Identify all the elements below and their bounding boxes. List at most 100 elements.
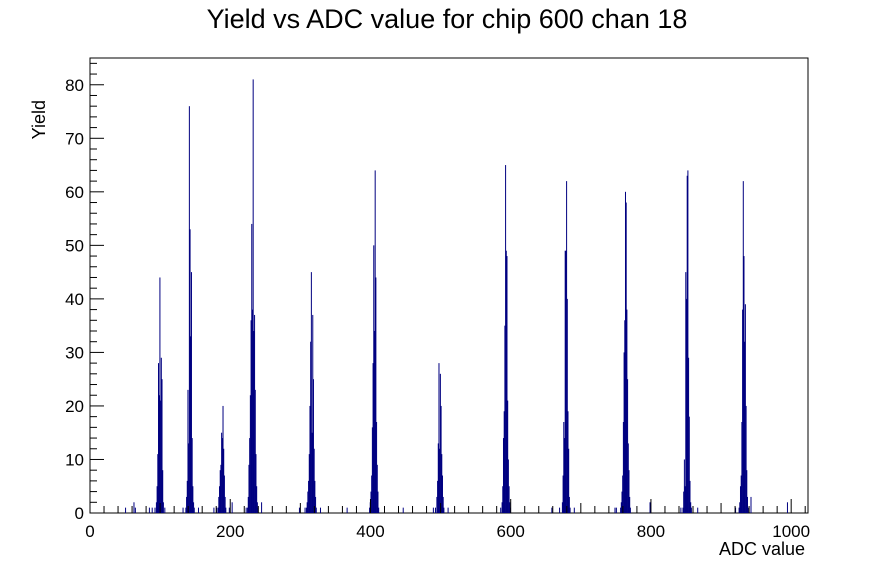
histogram-bin [441,475,443,513]
x-tick-label: 0 [85,522,94,541]
y-tick-label: 50 [65,236,84,255]
histogram-bin [501,502,503,513]
histogram-bin [245,507,247,513]
histogram-bin [745,405,747,513]
histogram-bin [249,438,251,513]
histogram-bin [686,175,688,513]
histogram-bin [370,491,372,513]
histogram-bin [156,486,158,513]
histogram-bin [565,250,567,513]
histogram-bin [315,507,317,513]
histogram-bin [375,277,377,513]
histogram-bin [218,496,220,513]
histogram-bin [690,502,692,513]
histogram-bin [159,277,161,513]
histogram-bin [305,507,307,513]
histogram-bin [247,496,249,513]
histogram-bin [186,496,188,513]
histogram-bin [437,480,439,513]
histogram-bin [615,507,617,513]
histogram-bin [374,170,376,513]
y-tick-label: 0 [75,504,84,523]
y-tick-label: 60 [65,183,84,202]
histogram-bin [185,507,187,513]
histogram-bin [440,405,442,513]
histogram-bin [502,438,504,513]
histogram-bars [125,79,788,514]
histogram-bin [561,502,563,513]
histogram-bin [741,422,743,513]
histogram-bin [319,507,321,513]
histogram-bin [434,507,436,513]
histogram-bin [697,507,699,513]
histogram-bin [157,454,159,513]
histogram-bin [225,507,227,513]
histogram-bin [346,507,348,513]
histogram-bin [309,405,311,513]
histogram-bin [620,507,622,513]
histogram-bin [231,502,233,513]
histogram-bin [187,389,189,513]
plot-frame [89,57,809,514]
histogram-bin [685,272,687,513]
y-axis-label: Yield [29,100,49,139]
histogram-bin [687,170,689,513]
histogram-bin [628,470,630,513]
histogram-bin [197,507,199,513]
histogram-bin [315,496,317,513]
histogram-bin [308,480,310,513]
x-tick-label: 600 [497,522,525,541]
y-tick-label: 20 [65,397,84,416]
histogram-bin [567,411,569,513]
histogram-bin [436,496,438,513]
y-axis: 0 10 20 30 40 50 60 70 80 [65,62,104,523]
histogram-bin [568,448,570,513]
histogram-bin [625,202,627,513]
histogram-bin [254,314,256,513]
histogram-bin [298,507,300,513]
histogram-bin [151,507,153,513]
histogram-bin [507,459,509,513]
histogram-bin [376,464,378,513]
histogram-bin [256,486,258,513]
histogram-bin [627,379,629,513]
y-tick-label: 80 [65,76,84,95]
histogram-bin [688,357,690,513]
histogram-bin [193,507,195,513]
histogram-bin [377,491,379,513]
histogram-bin [189,229,191,514]
histogram-bin [564,250,566,513]
histogram-bin [158,363,160,513]
histogram-bin [220,464,222,513]
histogram-bin [690,507,692,513]
histogram-bin [312,314,314,513]
histogram-bin [161,379,163,513]
histogram-bin [441,454,443,513]
histogram-bin [371,427,373,513]
y-tick-label: 40 [65,290,84,309]
histogram-bin [447,507,449,513]
histogram-bin [744,341,746,513]
histogram-bin [221,438,223,513]
histogram-bin [133,502,135,513]
histogram-bin [378,507,380,513]
histogram-bin [439,448,441,513]
histogram-bin [219,486,221,513]
histogram-bin [125,507,127,513]
histogram-bin [307,491,309,513]
histogram-bin [505,165,507,513]
histogram-bin [190,336,192,513]
histogram-bin [223,475,225,513]
histogram-bin [222,405,224,513]
histogram-bin [506,256,508,513]
histogram-bin [134,507,136,513]
histogram-bin [249,395,251,513]
x-tick-label: 800 [637,522,665,541]
histogram-bin [312,379,314,513]
histogram-bin [313,448,315,513]
histogram-bin [743,256,745,513]
histogram-bin [221,432,223,513]
histogram-bin [568,496,570,513]
histogram-bin [573,507,575,513]
histogram-bin [566,181,568,513]
